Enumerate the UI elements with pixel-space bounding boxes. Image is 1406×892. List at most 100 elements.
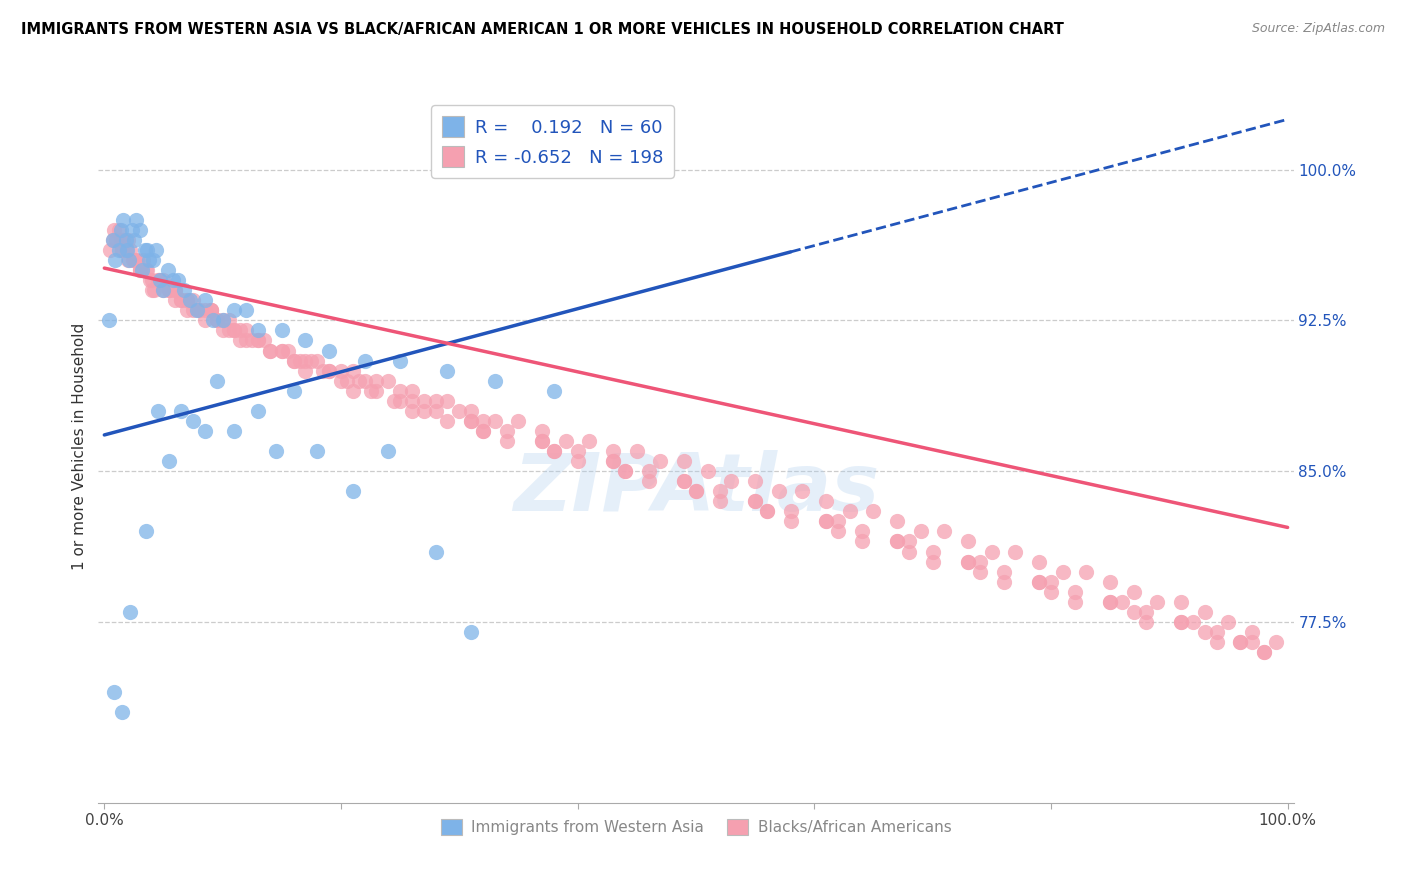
Point <box>307 353 329 368</box>
Point <box>121 223 143 237</box>
Point <box>152 283 174 297</box>
Point <box>1205 624 1227 639</box>
Point <box>111 243 134 257</box>
Point <box>307 444 329 458</box>
Point <box>229 334 252 348</box>
Point <box>744 474 766 488</box>
Point <box>637 464 659 478</box>
Point <box>200 303 222 318</box>
Point <box>578 434 600 448</box>
Point <box>318 363 340 377</box>
Point <box>179 293 201 308</box>
Point <box>145 243 167 257</box>
Point <box>114 243 136 257</box>
Point <box>211 313 233 327</box>
Point <box>342 363 364 377</box>
Point <box>531 434 554 448</box>
Point <box>211 313 233 327</box>
Point <box>543 384 565 398</box>
Point <box>138 253 160 268</box>
Point <box>425 544 447 558</box>
Point <box>152 283 174 297</box>
Point <box>554 434 576 448</box>
Point <box>205 374 228 388</box>
Point <box>264 444 287 458</box>
Point <box>366 374 388 388</box>
Point <box>460 624 482 639</box>
Point <box>162 273 184 287</box>
Point <box>910 524 932 539</box>
Point <box>259 343 281 358</box>
Point <box>347 374 370 388</box>
Point <box>377 374 399 388</box>
Point <box>886 534 908 549</box>
Point <box>1170 595 1192 609</box>
Point <box>235 303 257 318</box>
Point <box>259 343 281 358</box>
Point <box>188 303 211 318</box>
Point <box>173 283 195 297</box>
Point <box>1146 595 1168 609</box>
Point <box>1111 595 1133 609</box>
Point <box>253 334 276 348</box>
Point <box>626 444 648 458</box>
Point <box>283 353 305 368</box>
Point <box>957 534 980 549</box>
Point <box>1264 635 1286 649</box>
Point <box>886 515 908 529</box>
Point <box>224 424 246 438</box>
Point <box>543 444 565 458</box>
Point <box>897 544 920 558</box>
Point <box>224 323 246 337</box>
Point <box>194 293 217 308</box>
Point <box>1241 635 1264 649</box>
Point <box>851 524 873 539</box>
Point <box>136 243 159 257</box>
Point <box>157 283 180 297</box>
Point <box>460 414 482 428</box>
Point <box>472 424 495 438</box>
Point <box>117 253 139 268</box>
Point <box>1099 574 1122 589</box>
Point <box>815 494 838 508</box>
Point <box>993 565 1015 579</box>
Point <box>200 303 222 318</box>
Point <box>460 404 482 418</box>
Point <box>862 504 884 518</box>
Point <box>141 273 163 287</box>
Point <box>449 404 471 418</box>
Point <box>148 273 170 287</box>
Point <box>472 424 495 438</box>
Point <box>120 243 142 257</box>
Point <box>294 353 316 368</box>
Text: Source: ZipAtlas.com: Source: ZipAtlas.com <box>1251 22 1385 36</box>
Point <box>135 524 157 539</box>
Point <box>132 253 155 268</box>
Point <box>1170 615 1192 629</box>
Point <box>128 263 150 277</box>
Point <box>921 544 943 558</box>
Point <box>176 303 198 318</box>
Point <box>779 515 801 529</box>
Point <box>382 393 405 408</box>
Point <box>142 253 165 268</box>
Point <box>1205 635 1227 649</box>
Point <box>157 283 180 297</box>
Point <box>122 233 145 247</box>
Point <box>121 253 143 268</box>
Point <box>170 293 193 308</box>
Point <box>1181 615 1204 629</box>
Point <box>152 273 174 287</box>
Point <box>186 303 208 318</box>
Point <box>224 323 246 337</box>
Point <box>484 414 506 428</box>
Point <box>170 404 193 418</box>
Point <box>1253 645 1275 659</box>
Point <box>650 454 672 468</box>
Point <box>1253 645 1275 659</box>
Point <box>299 353 322 368</box>
Point <box>425 404 447 418</box>
Point <box>112 233 135 247</box>
Point <box>194 424 217 438</box>
Point <box>111 706 134 720</box>
